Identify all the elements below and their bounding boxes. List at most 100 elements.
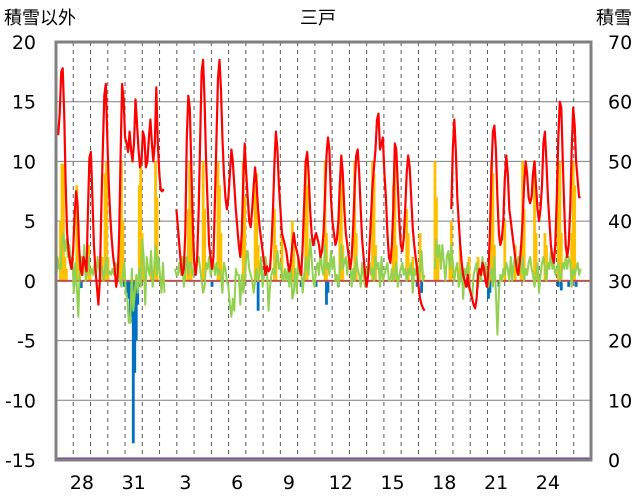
left-tick-label: 15 [12, 92, 36, 114]
precipitation-bar [558, 161, 562, 281]
snow_depth_change-bar [415, 280, 419, 287]
precipitation-bar [372, 173, 376, 281]
snow_depth_change-bar [567, 280, 571, 287]
temperature-line [57, 67, 165, 306]
snow_depth_change-bar [488, 280, 492, 293]
precipitation-bar [62, 163, 65, 281]
x-tick-label: 21 [484, 472, 508, 494]
precipitation-bar [75, 185, 79, 281]
bars-layer [59, 161, 578, 444]
precipitation-bar [371, 161, 374, 281]
precipitation-bar [491, 173, 495, 281]
left-ticks: 20 15 10 5 0 -5 -10 -15 [5, 32, 36, 472]
left-tick-label: 20 [12, 32, 36, 54]
x-tick-label: 15 [380, 472, 404, 494]
x-tick-label: 28 [70, 472, 94, 494]
right-tick-label: 0 [608, 450, 620, 472]
snow_depth_change-bar [487, 280, 490, 299]
precipitation-bar [458, 245, 462, 281]
precipitation-bar [405, 209, 409, 281]
precipitation-bar [103, 173, 107, 281]
precipitation-bar [273, 209, 276, 281]
chart-title: 三戸 [300, 8, 336, 29]
snow_depth_change-bar [79, 280, 83, 289]
x-tick-label: 24 [536, 472, 560, 494]
sunshine-line [434, 238, 582, 336]
left-tick-label: 0 [24, 271, 36, 293]
precipitation-bar [406, 233, 410, 281]
precipitation-bar [201, 161, 205, 281]
precipitation-bar [476, 256, 480, 281]
plot-frame [54, 40, 593, 462]
snow_depth_change-bar [125, 280, 129, 293]
snow_depth_change-bar [134, 280, 138, 341]
right-ticks: 70 60 50 40 30 20 10 0 [608, 32, 632, 472]
snow_depth_change-bar [131, 280, 135, 444]
left-tick-label: -10 [5, 390, 36, 412]
precipitation-bar [559, 233, 563, 281]
precipitation-bar [219, 233, 223, 281]
right-tick-label: 50 [608, 151, 632, 173]
left-tick-label: -5 [17, 331, 36, 353]
precipitation-bar [255, 173, 259, 281]
precipitation-bar [305, 185, 309, 281]
left-axis-label: 積雪以外 [4, 8, 76, 29]
temperature-line [175, 58, 426, 312]
precipitation-bar [105, 161, 108, 281]
snow_depth_change-bar [326, 280, 330, 293]
precipitation-bar [65, 268, 68, 281]
precipitation-bar [203, 209, 207, 281]
snow_depth_change-bar [256, 280, 260, 311]
precipitation-bar [241, 161, 245, 281]
precipitation-bar [543, 233, 547, 281]
snow_depth_change-bar [559, 280, 563, 291]
precipitation-bar [155, 197, 159, 281]
right-tick-label: 20 [608, 331, 632, 353]
precipitation-bar [573, 185, 577, 281]
precipitation-bar [218, 185, 221, 281]
precipitation-bar [186, 209, 190, 281]
right-tick-label: 60 [608, 92, 632, 114]
x-tick-label: 9 [283, 472, 295, 494]
x-ticks: 28 31 3 6 9 12 15 18 21 24 [70, 472, 560, 494]
precipitation-bar [534, 233, 538, 281]
snow_depth_change-bar [574, 280, 578, 287]
sunshine-line [173, 238, 426, 318]
snow_depth_change-bar [325, 280, 328, 305]
precipitation-bar [139, 161, 143, 281]
precipitation-bar [121, 221, 125, 281]
precipitation-bar [571, 161, 575, 281]
left-tick-label: 10 [12, 151, 36, 173]
sunshine-line [55, 232, 166, 324]
x-tick-label: 3 [179, 472, 191, 494]
snow_depth_change-bar [127, 280, 131, 299]
right-tick-label: 30 [608, 271, 632, 293]
right-tick-label: 10 [608, 390, 632, 412]
precipitation-bar [503, 221, 507, 281]
temperature-line [450, 100, 581, 310]
precipitation-bar [411, 256, 415, 281]
snow_depth_change-bar [133, 280, 137, 373]
precipitation-bar [280, 233, 284, 281]
x-tick-label: 31 [122, 472, 146, 494]
snow_depth_change-bar [556, 280, 560, 287]
right-tick-label: 70 [608, 32, 632, 54]
precipitation-bar [353, 161, 357, 281]
precipitation-bar [137, 185, 141, 281]
precipitation-bar [338, 185, 342, 281]
snow_depth_change-bar [314, 280, 318, 287]
left-tick-label: -15 [5, 450, 36, 472]
precipitation-bar [216, 161, 220, 281]
x-tick-label: 18 [432, 472, 456, 494]
precipitation-bar [570, 233, 574, 281]
snow_depth_change-bar [122, 280, 126, 287]
snow_depth_change-bar [210, 280, 214, 287]
precipitation-bar [243, 197, 247, 281]
precipitation-bar [253, 185, 257, 281]
precipitation-bar [188, 161, 192, 281]
precipitation-bar [119, 161, 123, 281]
left-tick-label: 5 [24, 211, 36, 233]
precipitation-bar [154, 161, 157, 281]
